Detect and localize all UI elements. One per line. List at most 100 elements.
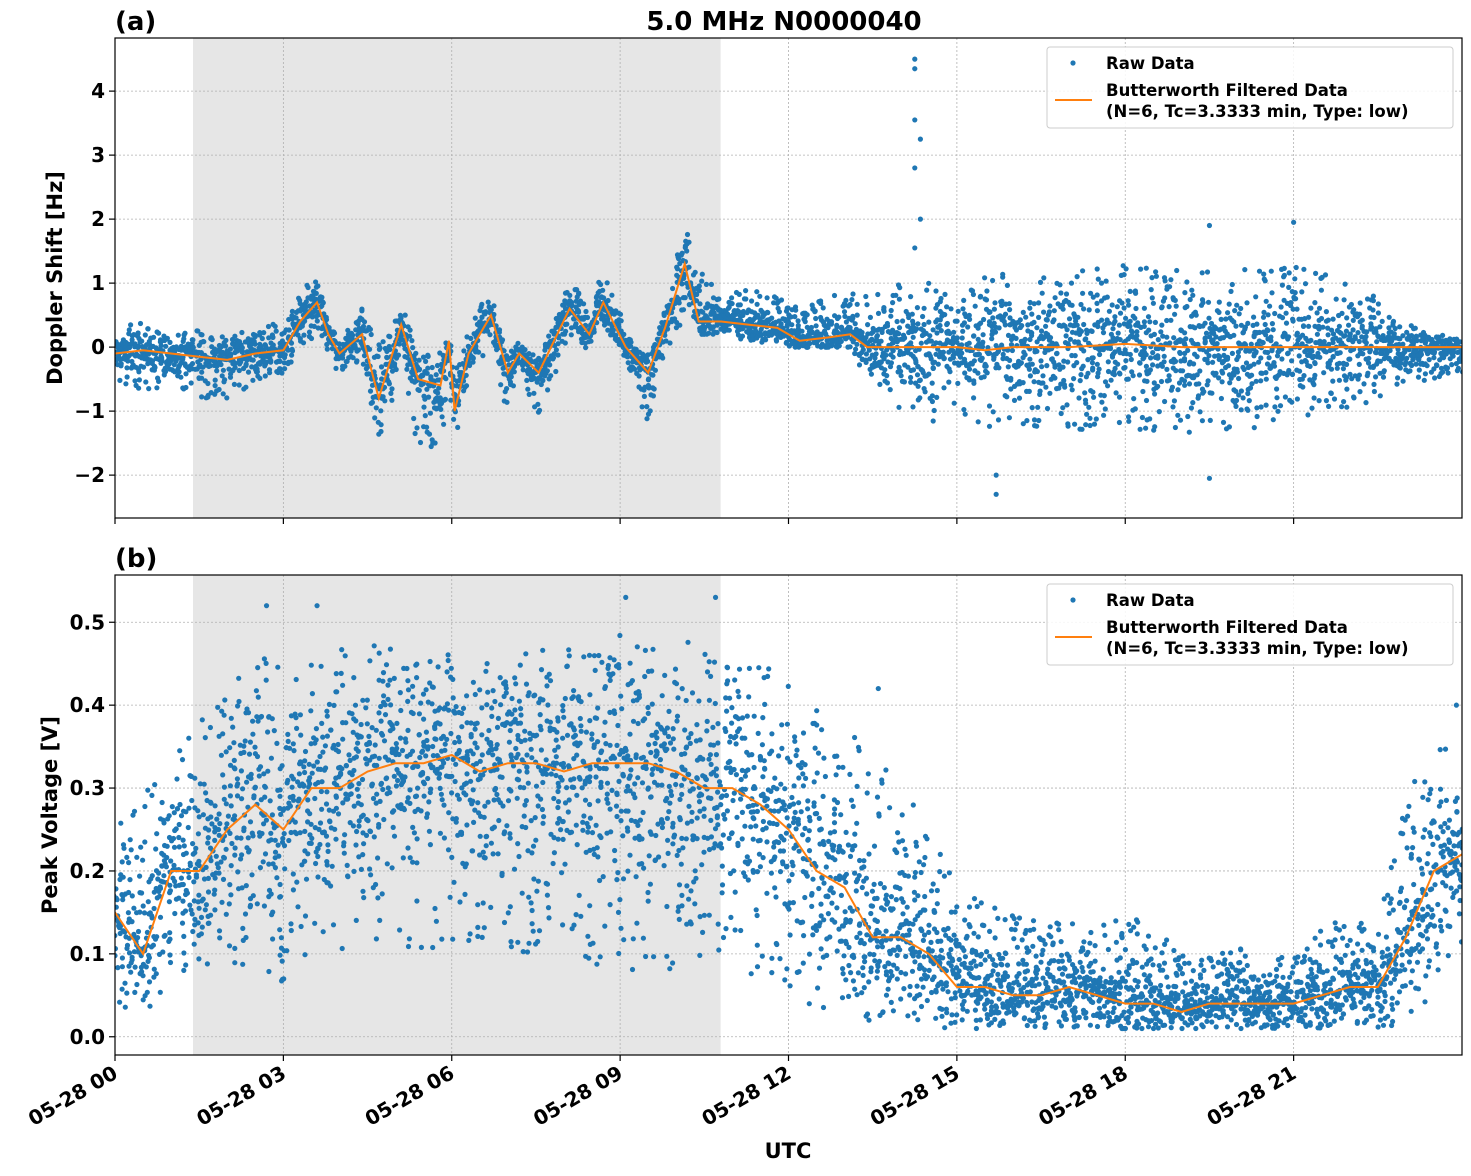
raw-data-point: [279, 370, 284, 375]
raw-data-point: [253, 785, 258, 790]
raw-data-point: [184, 888, 189, 893]
raw-data-point: [814, 323, 819, 328]
panel-label-a: (a): [115, 7, 156, 37]
raw-data-point: [302, 952, 307, 957]
raw-data-point: [1220, 379, 1225, 384]
raw-data-point: [984, 364, 989, 369]
raw-data-point: [931, 418, 936, 423]
raw-data-point: [1344, 387, 1349, 392]
raw-data-point: [563, 329, 568, 334]
raw-data-point: [920, 314, 925, 319]
raw-data-point: [135, 331, 140, 336]
raw-data-point: [1303, 281, 1308, 286]
raw-data-point: [1351, 394, 1356, 399]
raw-data-point: [303, 913, 308, 918]
raw-data-point: [1000, 272, 1005, 277]
raw-data-point: [1142, 319, 1147, 324]
raw-data-point: [1047, 391, 1052, 396]
raw-data-point: [581, 301, 586, 306]
raw-data-point: [1095, 266, 1100, 271]
raw-data-point: [651, 393, 656, 398]
raw-data-point: [387, 334, 392, 339]
raw-data-point: [917, 395, 922, 400]
raw-data-point: [957, 352, 962, 357]
raw-data-point: [754, 289, 759, 294]
raw-data-point: [1110, 326, 1115, 331]
raw-data-point: [912, 165, 917, 170]
raw-data-point: [208, 814, 213, 819]
raw-data-point: [186, 875, 191, 880]
raw-data-point: [177, 748, 182, 753]
raw-data-point: [832, 293, 837, 298]
raw-data-point: [1124, 266, 1129, 271]
raw-data-point: [927, 333, 932, 338]
raw-data-point: [1040, 291, 1045, 296]
raw-data-point: [206, 835, 211, 840]
raw-data-point: [1254, 379, 1259, 384]
raw-data-point: [250, 378, 255, 383]
raw-data-point: [247, 848, 252, 853]
raw-data-point: [1272, 311, 1277, 316]
raw-data-point: [310, 691, 315, 696]
raw-data-point: [930, 381, 935, 386]
raw-data-point: [912, 117, 917, 122]
raw-data-point: [241, 750, 246, 755]
raw-data-point: [268, 831, 273, 836]
raw-data-point: [738, 302, 743, 307]
raw-data-point: [324, 789, 329, 794]
raw-data-point: [302, 770, 307, 775]
raw-data-point: [1088, 423, 1093, 428]
raw-data-point: [302, 859, 307, 864]
raw-data-point: [300, 324, 305, 329]
raw-data-point: [1078, 302, 1083, 307]
raw-data-point: [936, 362, 941, 367]
raw-data-point: [367, 347, 372, 352]
raw-data-point: [443, 376, 448, 381]
raw-data-point: [115, 965, 120, 970]
raw-data-point: [278, 953, 283, 958]
raw-data-point: [282, 843, 287, 848]
raw-data-point: [1201, 389, 1206, 394]
raw-data-point: [476, 350, 481, 355]
raw-data-point: [1053, 295, 1058, 300]
raw-data-point: [963, 412, 968, 417]
raw-data-point: [130, 893, 135, 898]
raw-data-point: [1164, 367, 1169, 372]
raw-data-point: [180, 899, 185, 904]
raw-data-point: [314, 726, 319, 731]
raw-data-point: [321, 300, 326, 305]
raw-data-point: [1263, 278, 1268, 283]
raw-data-point: [201, 339, 206, 344]
raw-data-point: [915, 305, 920, 310]
raw-data-point: [253, 751, 258, 756]
raw-data-point: [1182, 383, 1187, 388]
raw-data-point: [1206, 353, 1211, 358]
raw-data-point: [1112, 314, 1117, 319]
raw-data-point: [1286, 368, 1291, 373]
raw-data-point: [193, 846, 198, 851]
raw-data-point: [259, 831, 264, 836]
raw-data-point: [205, 381, 210, 386]
raw-data-point: [326, 849, 331, 854]
raw-data-point: [1064, 402, 1069, 407]
raw-data-point: [982, 275, 987, 280]
raw-data-point: [984, 288, 989, 293]
raw-data-point: [1271, 327, 1276, 332]
raw-data-point: [1149, 287, 1154, 292]
raw-data-point: [1112, 319, 1117, 324]
raw-data-point: [1182, 290, 1187, 295]
raw-data-point: [226, 814, 231, 819]
raw-data-point: [237, 382, 242, 387]
raw-data-point: [280, 763, 285, 768]
raw-data-point: [137, 874, 142, 879]
shaded-interval: [193, 38, 721, 518]
raw-data-point: [990, 278, 995, 283]
raw-data-point: [141, 365, 146, 370]
raw-data-point: [1069, 281, 1074, 286]
raw-data-point: [1116, 331, 1121, 336]
raw-data-point: [885, 380, 890, 385]
raw-data-point: [240, 962, 245, 967]
raw-data-point: [1160, 364, 1165, 369]
